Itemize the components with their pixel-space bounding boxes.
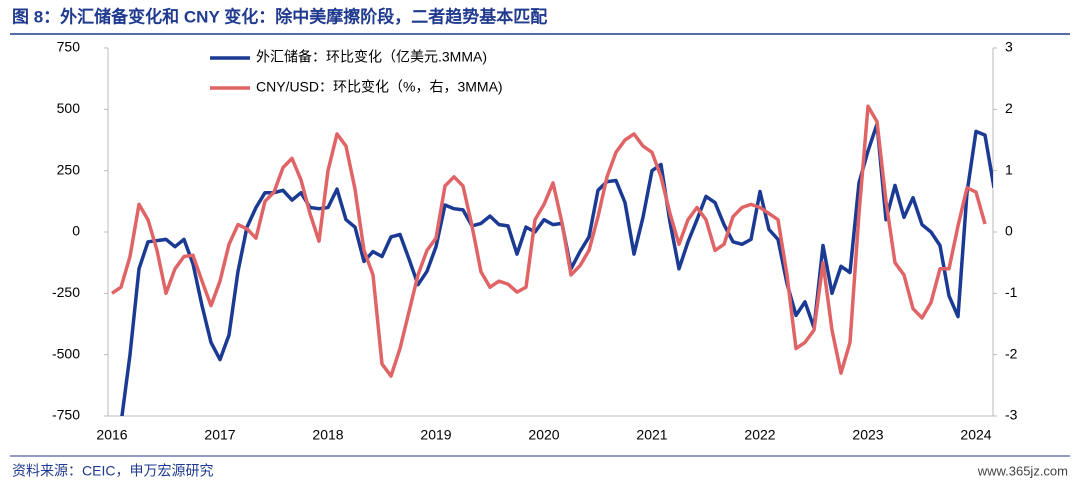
y-tick-label: 500 (57, 100, 81, 116)
x-tick-label: 2019 (420, 427, 451, 443)
x-tick-label: 2022 (744, 427, 775, 443)
y2-tick-label: 3 (1005, 39, 1013, 55)
y2-tick-label: 2 (1005, 100, 1013, 116)
y2-tick-label: -2 (1005, 345, 1018, 361)
x-tick-label: 2018 (312, 427, 343, 443)
y-tick-label: 250 (57, 161, 81, 177)
legend-label: 外汇储备：环比变化（亿美元.3MMA) (256, 49, 487, 65)
x-tick-label: 2016 (96, 427, 127, 443)
y2-tick-label: -3 (1005, 407, 1018, 423)
y-tick-label: 750 (57, 39, 81, 55)
x-tick-label: 2024 (960, 427, 991, 443)
x-tick-label: 2020 (528, 427, 559, 443)
y2-tick-label: 0 (1005, 223, 1013, 239)
y-tick-label: 0 (72, 223, 80, 239)
source: 资料来源：CEIC，申万宏源研究 (12, 463, 213, 479)
y-tick-label: -500 (52, 345, 80, 361)
x-tick-label: 2023 (852, 427, 883, 443)
y2-tick-label: 1 (1005, 161, 1013, 177)
series-line (111, 104, 987, 378)
y2-tick-label: -1 (1005, 284, 1018, 300)
watermark: www.365jz.com (977, 463, 1068, 478)
chart-title: 图 8：外汇储备变化和 CNY 变化：除中美摩擦阶段，二者趋势基本匹配 (12, 6, 547, 26)
y-tick-label: -750 (52, 407, 80, 423)
legend-label: CNY/USD：环比变化（%，右，3MMA) (256, 79, 503, 95)
y-tick-label: -250 (52, 284, 80, 300)
x-tick-label: 2021 (636, 427, 667, 443)
series-line (120, 122, 993, 416)
x-tick-label: 2017 (204, 427, 235, 443)
